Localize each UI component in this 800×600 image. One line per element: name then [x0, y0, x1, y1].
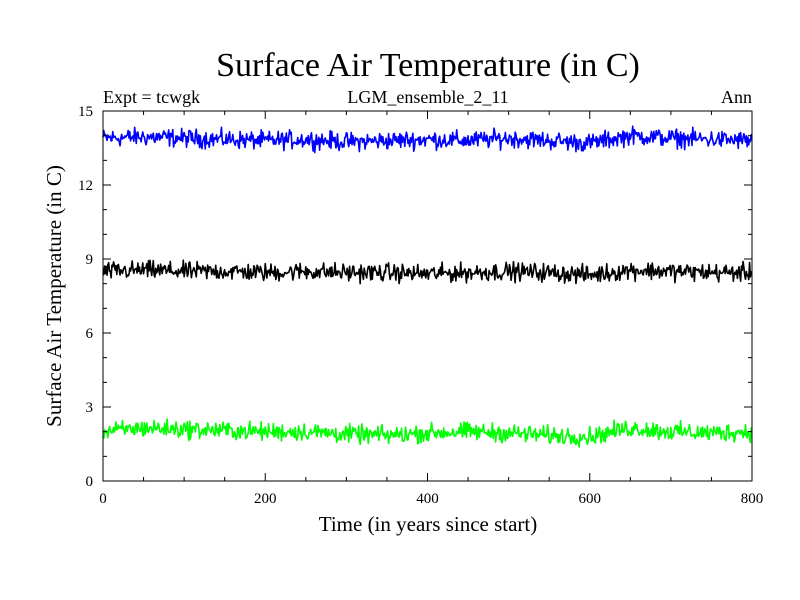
series-line-upper [102, 125, 753, 154]
tick-labels: 0 200 400 600 800 0 3 6 9 12 15 [78, 104, 763, 507]
x-tick-label: 0 [99, 491, 107, 507]
expt-label: Expt = tcwgk [103, 87, 200, 107]
y-tick-label: 6 [86, 326, 94, 342]
x-tick-label: 800 [741, 491, 764, 507]
x-tick-label: 200 [254, 491, 277, 507]
y-tick-label: 0 [86, 474, 94, 490]
chart-title: Surface Air Temperature (in C) [216, 47, 640, 84]
period-label: Ann [721, 87, 752, 107]
series-line-lower [102, 418, 753, 448]
x-tick-label: 400 [416, 491, 439, 507]
x-axis-label: Time (in years since start) [319, 512, 538, 536]
x-tick-label: 600 [579, 491, 602, 507]
series-line-middle [102, 259, 753, 285]
plot-lines [102, 125, 753, 448]
axis-ticks [102, 110, 753, 482]
plot-frame [102, 110, 753, 482]
y-tick-label: 9 [86, 252, 94, 268]
y-tick-label: 15 [78, 104, 93, 120]
run-label: LGM_ensemble_2_11 [347, 87, 508, 107]
y-axis-label: Surface Air Temperature (in C) [42, 165, 66, 427]
y-tick-label: 12 [78, 178, 93, 194]
y-tick-label: 3 [86, 400, 94, 416]
